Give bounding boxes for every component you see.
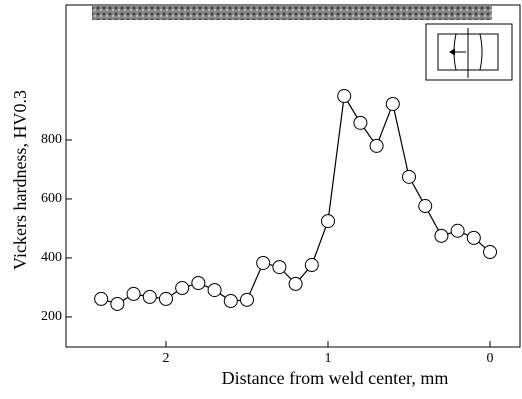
marker — [143, 290, 156, 303]
marker — [338, 90, 351, 103]
y-axis-label: Vickers hardness, HV0.3 — [10, 90, 30, 270]
marker — [95, 292, 108, 305]
x-tick-label: 0 — [487, 351, 494, 366]
marker — [370, 139, 383, 152]
marker — [467, 231, 480, 244]
marker — [403, 170, 416, 183]
y-tick-label: 200 — [41, 309, 62, 324]
marker — [127, 287, 140, 300]
x-tick-label: 1 — [324, 351, 331, 366]
y-tick-label: 800 — [41, 132, 62, 147]
marker — [111, 297, 124, 310]
marker — [224, 294, 237, 307]
micrograph-strip — [92, 6, 492, 20]
marker — [419, 200, 432, 213]
y-tick-label: 400 — [41, 250, 62, 265]
x-tick-label: 2 — [162, 351, 169, 366]
marker — [192, 277, 205, 290]
marker — [257, 256, 270, 269]
marker — [159, 292, 172, 305]
line — [101, 96, 490, 304]
x-axis-label: Distance from weld center, mm — [222, 368, 449, 388]
marker — [354, 116, 367, 129]
marker — [484, 246, 497, 259]
marker — [451, 224, 464, 237]
marker — [208, 284, 221, 297]
chart: Distance from weld center, mm Vickers ha… — [0, 0, 522, 394]
marker — [305, 259, 318, 272]
inset-diagram — [426, 24, 512, 80]
marker — [176, 282, 189, 295]
marker — [240, 293, 253, 306]
marker — [321, 215, 334, 228]
marker — [289, 277, 302, 290]
marker — [386, 97, 399, 110]
marker — [435, 229, 448, 242]
marker — [273, 261, 286, 274]
y-tick-label: 600 — [41, 191, 62, 206]
